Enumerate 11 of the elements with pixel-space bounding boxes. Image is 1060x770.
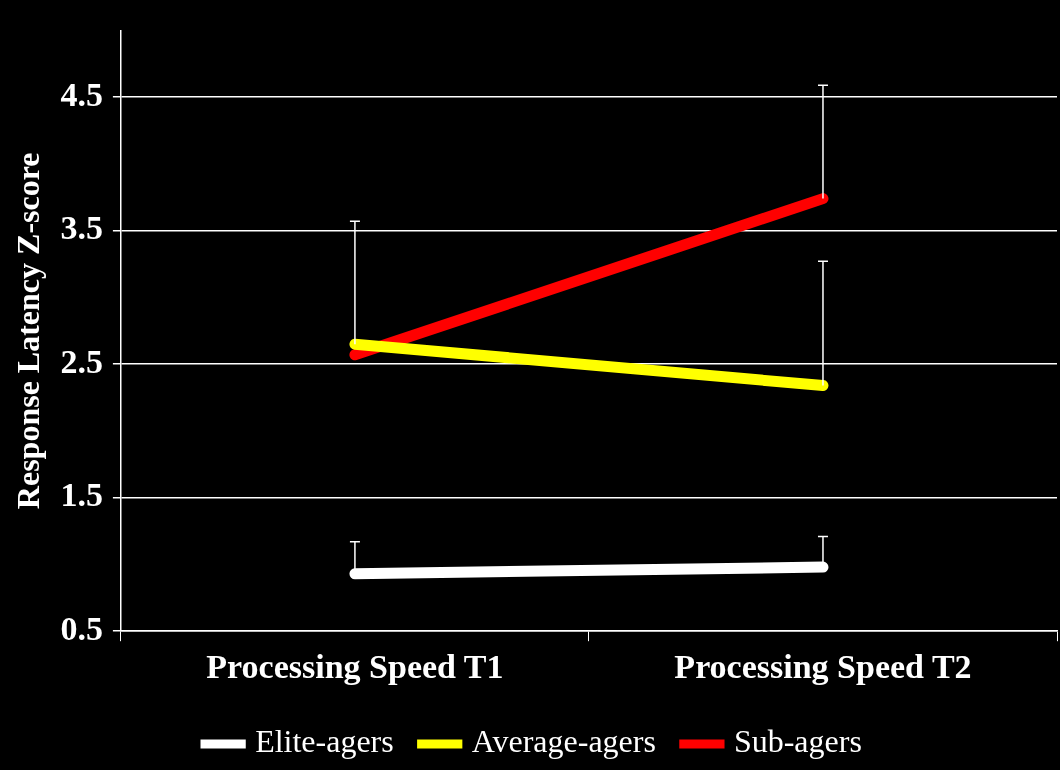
legend-label: Elite-agers	[255, 723, 394, 760]
legend-label: Sub-agers	[733, 723, 862, 760]
y-tick-label: 4.5	[60, 75, 103, 113]
y-tick-label: 1.5	[60, 476, 103, 514]
y-tick-label: 0.5	[60, 609, 103, 647]
x-tick-label: Processing Speed T1	[206, 648, 504, 686]
y-axis-title: Response Latency Z-score	[10, 152, 47, 510]
legend-label: Average-agers	[471, 723, 656, 760]
x-tick-label: Processing Speed T2	[674, 648, 972, 686]
y-tick-label: 3.5	[60, 209, 103, 247]
y-tick-label: 2.5	[60, 342, 103, 380]
